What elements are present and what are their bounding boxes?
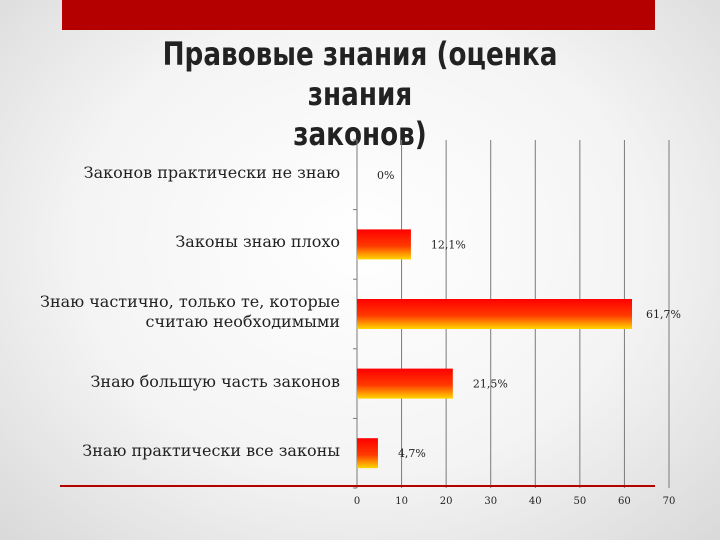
category-label: Законов практически не знаю: [83, 162, 340, 182]
category-label: Знаю большую часть законов: [90, 371, 340, 391]
bar: [357, 438, 378, 469]
x-tick-label: 70: [663, 496, 676, 507]
data-label: 12,1%: [431, 238, 466, 251]
bar: [357, 229, 411, 260]
data-label: 21,5%: [473, 378, 508, 391]
top-accent-bar: [62, 0, 655, 30]
x-tick-label: 50: [573, 496, 586, 507]
slide-title: Правовые знания (оценка знания законов): [162, 35, 558, 153]
x-tick-label: 60: [618, 496, 631, 507]
x-tick-label: 40: [529, 496, 542, 507]
bar: [357, 299, 633, 329]
category-label: Законы знаю плохо: [175, 232, 340, 252]
category-label: Знаю частично, только те, которые считаю …: [40, 292, 340, 331]
x-tick-label: 20: [440, 496, 453, 507]
category-label: Знаю практически все законы: [82, 441, 340, 461]
x-tick-label: 0: [354, 496, 360, 507]
x-tick-label: 10: [395, 496, 408, 507]
data-label: 61,7%: [646, 308, 681, 321]
data-label: 0%: [377, 169, 394, 182]
x-tick-label: 30: [484, 496, 497, 507]
bar: [357, 368, 453, 399]
bottom-accent-line: [60, 485, 655, 487]
data-label: 4,7%: [398, 447, 426, 460]
